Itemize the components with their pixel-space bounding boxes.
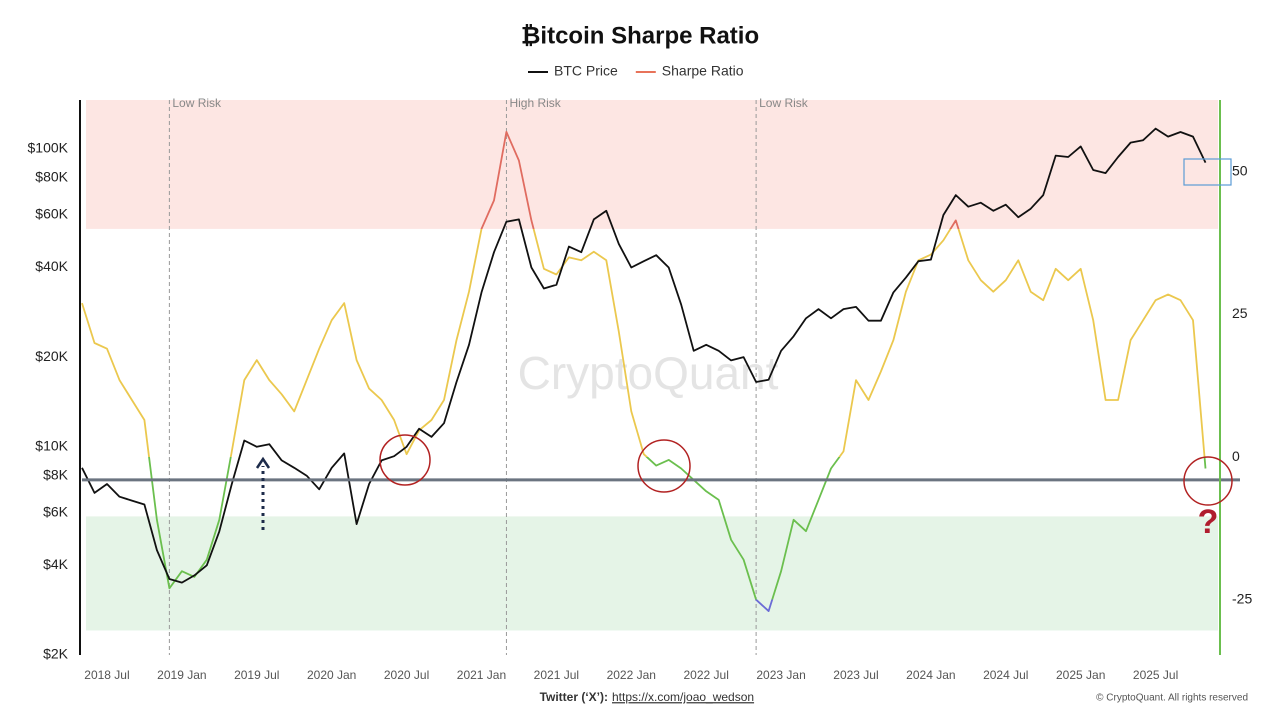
x-tick-label: 2021 Jul (534, 668, 579, 682)
copyright: © CryptoQuant. All rights reserved (1096, 693, 1248, 704)
x-tick-label: 2023 Jan (756, 668, 805, 682)
x-tick-label: 2020 Jan (307, 668, 356, 682)
marker-label: High Risk (509, 96, 561, 110)
x-tick-label: 2022 Jan (607, 668, 656, 682)
x-tick-label: 2025 Jul (1133, 668, 1178, 682)
y2-tick-label: 25 (1232, 305, 1248, 321)
highlight-circle (637, 439, 691, 493)
y-tick-label: $80K (35, 169, 68, 185)
shaded-band (86, 516, 1218, 631)
question-mark: ? (1198, 503, 1219, 541)
x-tick-label: 2025 Jan (1056, 668, 1105, 682)
y2-tick-label: 0 (1232, 448, 1240, 464)
legend-label: Sharpe Ratio (662, 63, 744, 79)
credit-link[interactable]: https://x.com/joao_wedson (612, 690, 754, 704)
highlight-circle (1183, 456, 1233, 506)
chart-title: ₿itcoin Sharpe Ratio (521, 22, 759, 49)
y-tick-label: $8K (43, 466, 69, 482)
arrow-head (255, 456, 271, 469)
price-line (81, 127, 1207, 584)
y-tick-label: $2K (43, 646, 69, 662)
y2-tick-label: -25 (1232, 590, 1252, 606)
highlight-box (1183, 158, 1232, 186)
marker-label: Low Risk (759, 96, 809, 110)
sharpe-line (81, 131, 1207, 612)
y2-tick-label: 50 (1232, 163, 1248, 179)
marker-label: Low Risk (172, 96, 222, 110)
y-tick-label: $20K (35, 348, 68, 364)
x-tick-label: 2020 Jul (384, 668, 429, 682)
y-tick-label: $10K (35, 438, 68, 454)
shaded-band (86, 100, 1218, 229)
legend-label: BTC Price (554, 63, 618, 79)
highlight-circle (379, 434, 431, 486)
x-tick-label: 2022 Jul (683, 668, 728, 682)
x-tick-label: 2023 Jul (833, 668, 878, 682)
x-tick-label: 2024 Jan (906, 668, 955, 682)
x-tick-label: 2021 Jan (457, 668, 506, 682)
y-tick-label: $40K (35, 258, 68, 274)
y-tick-label: $100K (28, 140, 69, 156)
y-tick-label: $4K (43, 556, 69, 572)
x-tick-label: 2019 Jul (234, 668, 279, 682)
x-tick-label: 2018 Jul (84, 668, 129, 682)
y-tick-label: $60K (35, 206, 68, 222)
credit-label: Twitter (‘X’): (540, 690, 608, 704)
y-tick-label: $6K (43, 504, 69, 520)
watermark: CryptoQuant (518, 347, 779, 399)
x-tick-label: 2024 Jul (983, 668, 1028, 682)
x-tick-label: 2019 Jan (157, 668, 206, 682)
